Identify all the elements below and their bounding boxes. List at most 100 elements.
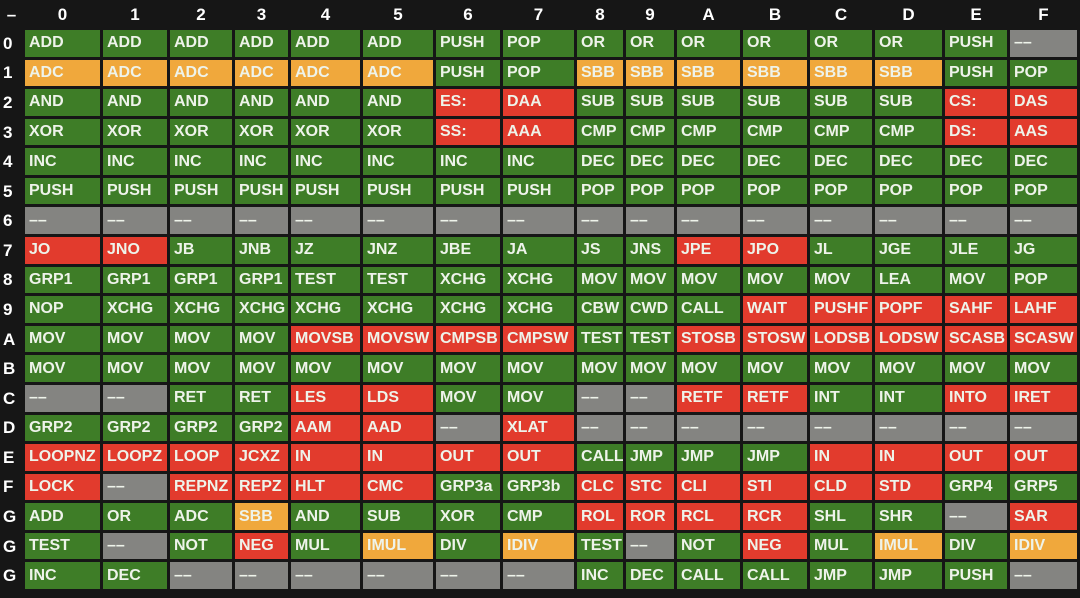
row-label-3: 3 xyxy=(3,122,13,142)
opcode-cell: MOV xyxy=(25,355,100,382)
opcode-cell: –– xyxy=(875,207,942,235)
opcode-cell: GRP4 xyxy=(945,473,1007,501)
corner-label: – xyxy=(6,4,17,24)
row-label-1: 1 xyxy=(3,63,13,83)
opcode-cell: MOVSB xyxy=(291,325,360,353)
opcode-cell: CBW xyxy=(577,296,623,323)
opcode-cell: INC xyxy=(170,148,232,175)
opcode-cell: RETF xyxy=(677,384,740,412)
opcode-cell: JBE xyxy=(436,237,500,264)
opcode-cell: REPNZ xyxy=(170,473,232,501)
opcode-cell: LOOPNZ xyxy=(25,444,100,471)
opcode-cell: DEC xyxy=(1010,148,1077,175)
opcode-cell: –– xyxy=(503,207,574,235)
opcode-cell: –– xyxy=(810,207,872,235)
opcode-cell: JMP xyxy=(875,562,942,589)
opcode-cell: CS: xyxy=(945,89,1007,116)
opcode-cell: –– xyxy=(577,414,623,442)
opcode-cell: JNZ xyxy=(363,237,433,264)
opcode-cell: NOP xyxy=(25,296,100,323)
opcode-cell: AAA xyxy=(503,118,574,146)
opcode-cell: OR xyxy=(810,30,872,57)
opcode-cell: NEG xyxy=(743,532,807,560)
opcode-cell: AND xyxy=(25,89,100,116)
opcode-cell: LOCK xyxy=(25,473,100,501)
opcode-cell: IN xyxy=(810,444,872,471)
opcode-cell: INC xyxy=(25,562,100,589)
opcode-cell: SBB xyxy=(626,59,674,87)
opcode-cell: LDS xyxy=(363,384,433,412)
opcode-cell: PUSH xyxy=(363,177,433,205)
opcode-cell: SUB xyxy=(677,89,740,116)
opcode-cell: –– xyxy=(103,532,167,560)
opcode-cell: LOOPZ xyxy=(103,444,167,471)
opcode-cell: MOV xyxy=(577,266,623,294)
opcode-cell: DS: xyxy=(945,118,1007,146)
opcode-cell: POP xyxy=(875,177,942,205)
opcode-cell: POP xyxy=(503,30,574,57)
opcode-cell: AND xyxy=(103,89,167,116)
row-label-10: A xyxy=(3,329,16,349)
opcode-cell: TEST xyxy=(25,532,100,560)
opcode-cell: CALL xyxy=(677,562,740,589)
opcode-cell: –– xyxy=(677,414,740,442)
opcode-cell: NOT xyxy=(170,532,232,560)
opcode-cell: STD xyxy=(875,473,942,501)
opcode-cell: JB xyxy=(170,237,232,264)
opcode-cell: TEST xyxy=(577,532,623,560)
opcode-cell: ADD xyxy=(25,30,100,57)
opcode-cell: OR xyxy=(103,503,167,530)
opcode-cell: MOV xyxy=(235,325,288,353)
opcode-cell: OUT xyxy=(503,444,574,471)
opcode-cell: CLC xyxy=(577,473,623,501)
opcode-cell: CMP xyxy=(503,503,574,530)
opcode-cell: AND xyxy=(363,89,433,116)
opcode-cell: WAIT xyxy=(743,296,807,323)
opcode-cell: MOV xyxy=(945,266,1007,294)
opcode-cell: ADC xyxy=(103,59,167,87)
opcode-cell: IDIV xyxy=(1010,532,1077,560)
opcode-cell: TEST xyxy=(291,266,360,294)
opcode-cell: XCHG xyxy=(436,296,500,323)
opcode-cell: AND xyxy=(291,89,360,116)
row-label-14: E xyxy=(3,447,15,467)
row-label-16: G xyxy=(3,507,17,527)
opcode-cell: GRP3a xyxy=(436,473,500,501)
opcode-cell: GRP1 xyxy=(25,266,100,294)
opcode-cell: MOV xyxy=(743,266,807,294)
opcode-cell: JO xyxy=(25,237,100,264)
opcode-cell: –– xyxy=(103,384,167,412)
opcode-cell: –– xyxy=(1010,207,1077,235)
opcode-cell: MOV xyxy=(436,355,500,382)
opcode-cell: POP xyxy=(626,177,674,205)
opcode-cell: MOV xyxy=(170,325,232,353)
opcode-cell: –– xyxy=(1010,414,1077,442)
opcode-cell: MUL xyxy=(291,532,360,560)
opcode-cell: –– xyxy=(577,207,623,235)
opcode-cell: MOV xyxy=(945,355,1007,382)
opcode-cell: –– xyxy=(503,562,574,589)
opcode-cell: SBB xyxy=(743,59,807,87)
opcode-cell: ADD xyxy=(103,30,167,57)
opcode-cell: XLAT xyxy=(503,414,574,442)
opcode-cell: ADD xyxy=(235,30,288,57)
opcode-cell: PUSH xyxy=(25,177,100,205)
opcode-cell: NEG xyxy=(235,532,288,560)
opcode-cell: RET xyxy=(170,384,232,412)
row-label-12: C xyxy=(3,388,16,408)
opcode-cell: DEC xyxy=(626,562,674,589)
opcode-cell: GRP5 xyxy=(1010,473,1077,501)
opcode-cell: –– xyxy=(103,207,167,235)
opcode-cell: –– xyxy=(170,562,232,589)
opcode-cell: DAA xyxy=(503,89,574,116)
opcode-cell: LAHF xyxy=(1010,296,1077,323)
opcode-cell: TEST xyxy=(626,325,674,353)
opcode-cell: MOV xyxy=(875,355,942,382)
opcode-cell: CMPSW xyxy=(503,325,574,353)
opcode-cell: DEC xyxy=(677,148,740,175)
opcode-cell: AND xyxy=(235,89,288,116)
opcode-cell: –– xyxy=(170,207,232,235)
opcode-cell: RET xyxy=(235,384,288,412)
opcode-cell: XOR xyxy=(235,118,288,146)
